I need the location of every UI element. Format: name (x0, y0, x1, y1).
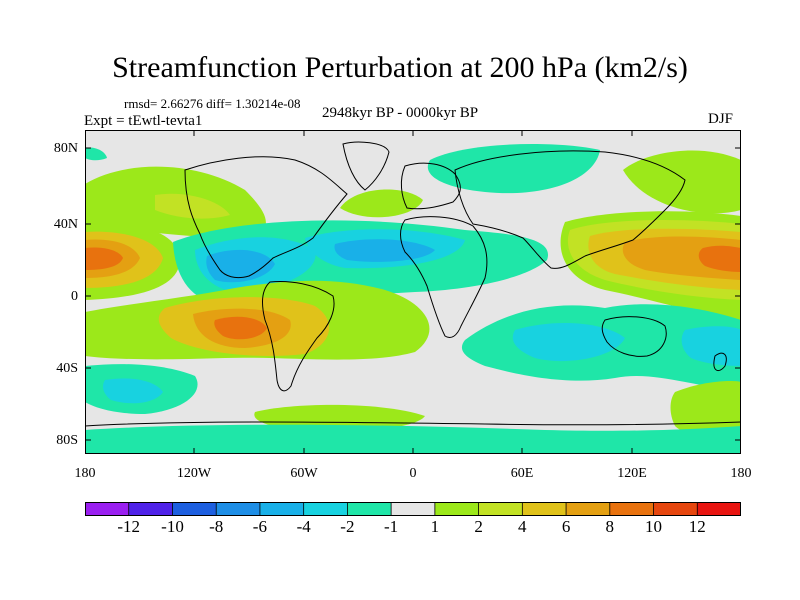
positive-anomaly-region (623, 150, 741, 214)
lat-label-80n: 80N (53, 141, 78, 156)
positive-anomaly-region (85, 247, 123, 270)
positive-anomaly-region (214, 316, 267, 340)
rmsd-stats: rmsd= 2.66276 diff= 1.30214e-08 (124, 96, 301, 111)
experiment-label: Expt = tEwtl-tevta1 (84, 113, 203, 129)
negative-anomaly-region (427, 144, 600, 194)
colorbar-label: -2 (340, 517, 355, 536)
colorbar-swatch (216, 502, 261, 516)
lon-label-60e: 60E (510, 466, 534, 481)
positive-anomaly-region (698, 245, 741, 272)
period-label: 2948kyr BP - 0000kyr BP (322, 105, 479, 121)
positive-anomaly-region (670, 381, 741, 442)
colorbar-swatch (478, 502, 523, 516)
negative-anomaly-region (334, 239, 435, 262)
negative-anomaly-region (85, 424, 741, 454)
colorbar-label: -10 (161, 517, 184, 536)
lon-label-120w: 120W (176, 466, 212, 481)
colorbar (85, 502, 741, 516)
map-ticks (85, 130, 741, 454)
map-title: Streamfunction Perturbation at 200 hPa (… (112, 51, 688, 84)
colorbar-swatch (434, 502, 480, 516)
lon-label-180w: 180 (74, 466, 96, 481)
colorbar-label: 8 (605, 517, 615, 536)
positive-anomaly-region (340, 189, 423, 218)
colorbar-swatch (609, 502, 655, 516)
colorbar-swatch (85, 502, 130, 516)
positive-anomaly-region (155, 193, 230, 219)
colorbar-swatch (653, 502, 698, 516)
coastlines (85, 141, 741, 427)
colorbar-label: -4 (296, 517, 311, 536)
lon-label-180e: 180 (730, 466, 752, 481)
colorbar-swatch (172, 502, 217, 516)
lon-label-60w: 60W (290, 466, 318, 481)
lat-label-40n: 40N (53, 217, 78, 232)
lon-label-120e: 120E (617, 466, 647, 481)
colorbar-label: -8 (209, 517, 224, 536)
colorbar-label: -6 (252, 517, 267, 536)
colorbar-label: 1 (430, 517, 440, 536)
colorbar-label: 2 (474, 517, 483, 536)
colorbar-swatch (391, 502, 436, 516)
colorbar-swatch (566, 502, 611, 516)
colorbar-swatch (259, 502, 305, 516)
colorbar-label: 12 (688, 517, 706, 536)
map-panel (85, 130, 741, 454)
negative-anomaly-region (206, 249, 275, 283)
season-label: DJF (708, 111, 734, 127)
colorbar-label: 6 (561, 517, 571, 536)
colorbar-label: -12 (117, 517, 141, 536)
colorbar-swatch (697, 502, 741, 516)
colorbar-swatch (347, 502, 392, 516)
colorbar-swatch (128, 502, 173, 516)
lat-label-equator: 0 (71, 289, 78, 304)
lat-label-80s: 80S (56, 433, 78, 448)
colorbar-label: 4 (518, 517, 527, 536)
negative-anomaly-region (85, 147, 107, 161)
colorbar-label: -1 (384, 517, 399, 536)
negative-anomaly-region (103, 378, 163, 404)
colorbar-swatch (522, 502, 567, 516)
colorbar-label: 10 (645, 517, 662, 536)
negative-anomaly-region (512, 323, 625, 362)
colorbar-frame (85, 502, 741, 516)
lat-label-40s: 40S (56, 361, 78, 376)
colorbar-swatch (303, 502, 348, 516)
lon-label-0: 0 (409, 466, 417, 481)
